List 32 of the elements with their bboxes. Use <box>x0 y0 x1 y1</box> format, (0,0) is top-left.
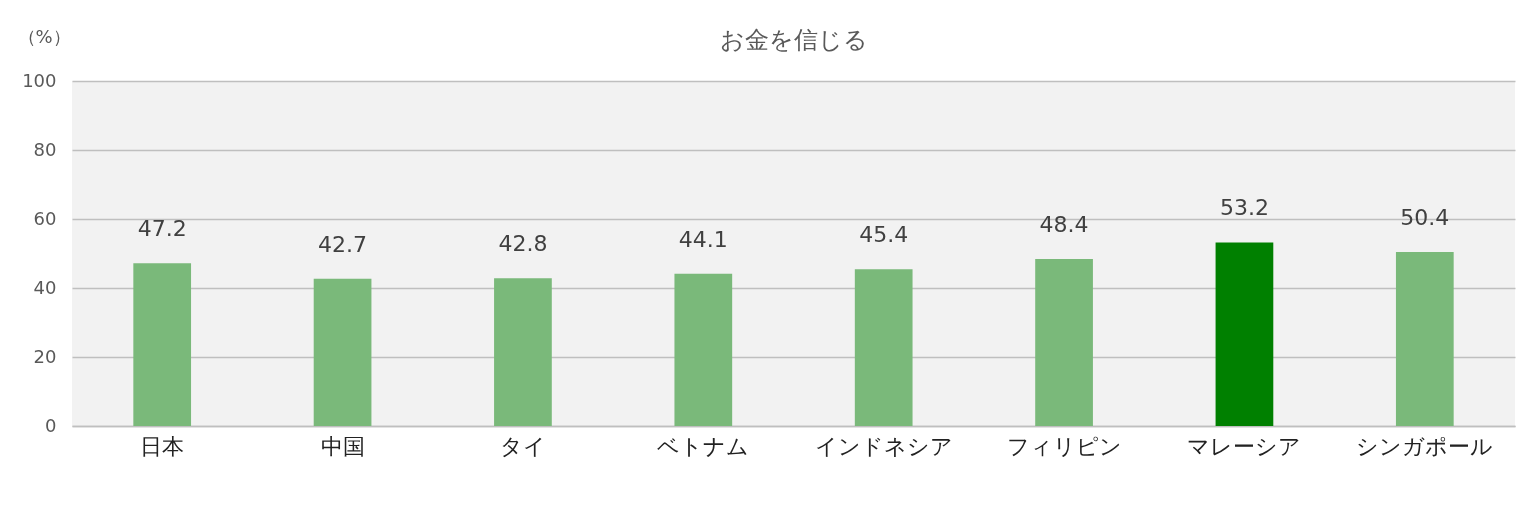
y-tick-label: 0 <box>45 414 57 436</box>
bar <box>313 278 372 426</box>
data-label: 44.1 <box>678 226 728 252</box>
y-tick-label: 80 <box>33 138 57 160</box>
y-axis-title: （%） <box>17 25 71 47</box>
bar <box>133 263 192 426</box>
chart-title: お金を信じる <box>719 26 868 54</box>
y-tick-label: 100 <box>22 69 57 91</box>
data-label: 45.4 <box>859 222 909 248</box>
x-tick-label: ベトナム <box>657 433 750 459</box>
x-tick-label: 日本 <box>140 433 185 459</box>
bar <box>494 278 552 426</box>
bar <box>674 273 733 426</box>
data-label: 48.4 <box>1039 212 1089 238</box>
data-label: 42.7 <box>318 231 368 257</box>
x-tick-label: マレーシア <box>1187 433 1302 459</box>
x-tick-label: タイ <box>499 433 546 459</box>
bar <box>1035 259 1093 426</box>
bar <box>1395 252 1454 426</box>
x-tick-label: 中国 <box>320 433 365 459</box>
bar <box>1215 242 1274 426</box>
x-tick-label: シンガポール <box>1356 433 1494 459</box>
data-label: 47.2 <box>137 216 187 242</box>
x-tick-label: インドネシア <box>814 433 953 459</box>
data-label: 50.4 <box>1400 205 1450 231</box>
y-tick-label: 60 <box>33 207 57 229</box>
data-label: 53.2 <box>1219 195 1269 221</box>
y-tick-label: 20 <box>33 345 57 367</box>
x-tick-label: フィリピン <box>1006 433 1122 459</box>
y-tick-label: 40 <box>33 276 57 298</box>
bar <box>854 269 913 426</box>
data-label: 42.8 <box>498 231 548 257</box>
